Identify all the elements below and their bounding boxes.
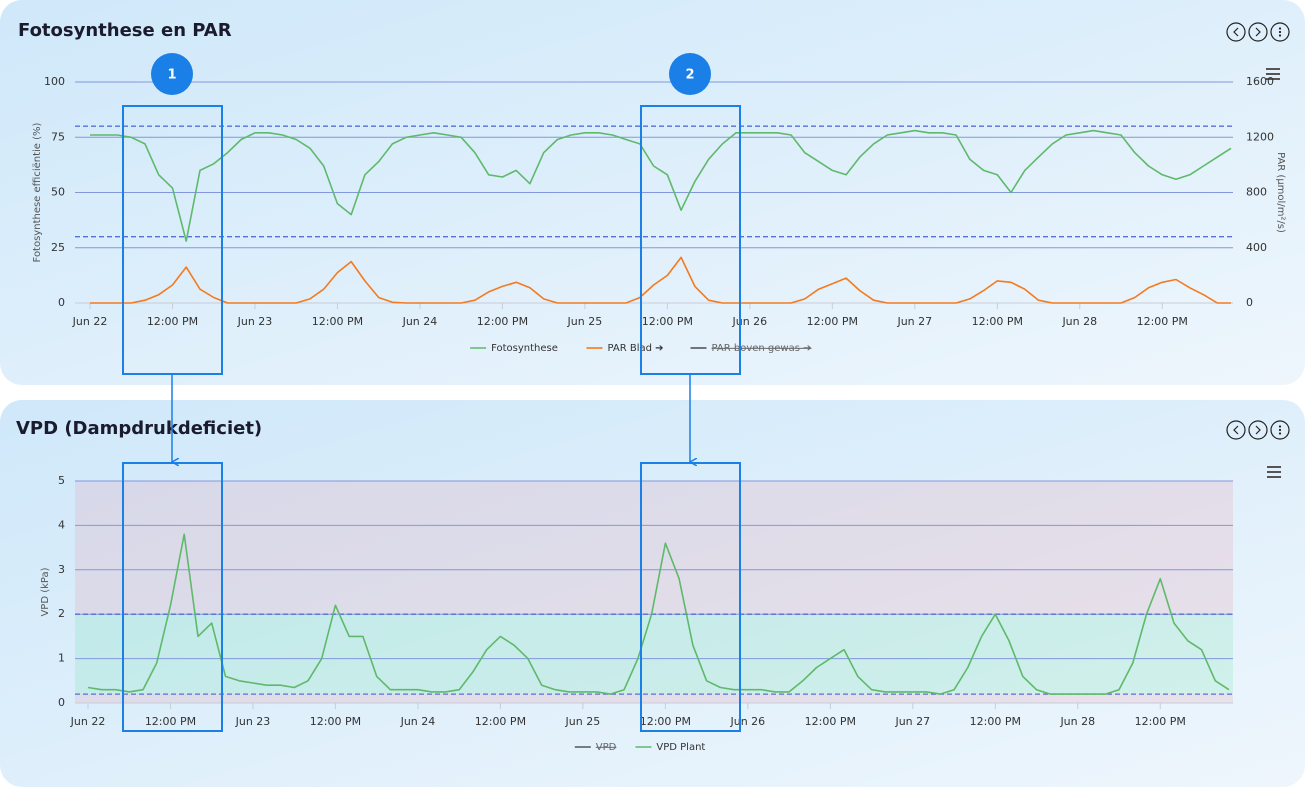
plot-band [75, 614, 1233, 695]
y2-tick-label: 800 [1246, 186, 1267, 199]
legend-label: PAR Blad ➔ [608, 343, 664, 354]
y-tick-label: 1 [58, 652, 65, 665]
y-tick-label: 3 [58, 563, 65, 576]
legend-label: PAR boven gewas ➔ [712, 343, 812, 354]
x-tick-label: 12:00 PM [642, 315, 693, 328]
legend-label: VPD Plant [656, 742, 705, 753]
x-tick-label: 12:00 PM [145, 715, 196, 728]
x-tick-label: Jun 27 [896, 315, 932, 328]
x-tick-label: 12:00 PM [312, 315, 363, 328]
y-tick-label: 2 [58, 607, 65, 620]
x-tick-label: 12:00 PM [1137, 315, 1188, 328]
x-tick-label: Jun 25 [565, 715, 601, 728]
y-tick-label: 75 [51, 130, 65, 143]
x-tick-label: 12:00 PM [147, 315, 198, 328]
next-button[interactable] [1248, 22, 1268, 42]
plot-band [75, 481, 1233, 615]
x-tick-label: Jun 23 [235, 715, 271, 728]
x-tick-label: 12:00 PM [640, 715, 691, 728]
prev-button[interactable] [1226, 420, 1246, 440]
x-tick-label: Jun 27 [894, 715, 930, 728]
y2-tick-label: 400 [1246, 241, 1267, 254]
x-tick-label: Jun 23 [237, 315, 273, 328]
x-tick-label: Jun 24 [402, 315, 438, 328]
icon [1255, 27, 1261, 37]
y-axis-title: Fotosynthese efficiëntie (%) [32, 122, 43, 262]
plot-band [75, 694, 1233, 703]
x-tick-label: 12:00 PM [310, 715, 361, 728]
menu-button[interactable] [1266, 68, 1281, 478]
x-tick-label: Jun 24 [400, 715, 436, 728]
annotation-label: 1 [167, 68, 176, 83]
x-tick-label: Jun 25 [567, 315, 603, 328]
y-tick-label: 50 [51, 186, 65, 199]
series-line [90, 256, 1231, 304]
y2-tick-label: 1200 [1246, 130, 1274, 143]
annotations: 1 2 [122, 53, 741, 732]
series-line [90, 129, 1232, 242]
x-tick-label: 12:00 PM [805, 715, 856, 728]
more-dots [1278, 27, 1282, 435]
next-button[interactable] [1248, 420, 1268, 440]
y-tick-label: 4 [58, 518, 65, 531]
y-tick-label: 0 [58, 296, 65, 309]
icon [1233, 27, 1239, 37]
x-tick-label: 12:00 PM [972, 315, 1023, 328]
y2-tick-label: 0 [1246, 296, 1253, 309]
y-tick-label: 25 [51, 241, 65, 254]
x-tick-label: 12:00 PM [475, 715, 526, 728]
annotation-badge [151, 53, 193, 95]
y-tick-label: 0 [58, 696, 65, 709]
y-tick-label: 5 [58, 474, 65, 487]
x-tick-label: 12:00 PM [807, 315, 858, 328]
annotation-label: 2 [685, 68, 694, 83]
y2-tick-label: 1600 [1246, 75, 1274, 88]
x-tick-label: 12:00 PM [1135, 715, 1186, 728]
series-line [87, 533, 1230, 695]
nav-buttons[interactable] [1226, 22, 1290, 440]
prev-button[interactable] [1226, 22, 1246, 42]
x-tick-label: Jun 22 [70, 715, 106, 728]
y-tick-label: 100 [44, 75, 65, 88]
y2-axis-title: PAR (µmol/m²/s) [1275, 152, 1286, 233]
card [0, 400, 1305, 787]
chart-title: Fotosynthese en PAR [18, 20, 232, 41]
more-button[interactable] [1270, 22, 1290, 42]
legend-label: VPD [596, 742, 617, 753]
icon [1255, 425, 1261, 435]
more-button[interactable] [1270, 420, 1290, 440]
chart-title: VPD (Dampdrukdeficiet) [16, 418, 262, 439]
x-tick-label: 12:00 PM [477, 315, 528, 328]
x-tick-label: Jun 26 [730, 715, 766, 728]
x-tick-label: Jun 28 [1061, 315, 1097, 328]
y-axis-title: VPD (kPa) [40, 567, 51, 616]
x-tick-label: Jun 22 [72, 315, 108, 328]
legend-label: Fotosynthese [491, 343, 558, 354]
x-tick-label: Jun 28 [1059, 715, 1095, 728]
annotation-badge [669, 53, 711, 95]
x-tick-label: 12:00 PM [970, 715, 1021, 728]
icon [1233, 425, 1239, 435]
x-tick-label: Jun 26 [732, 315, 768, 328]
